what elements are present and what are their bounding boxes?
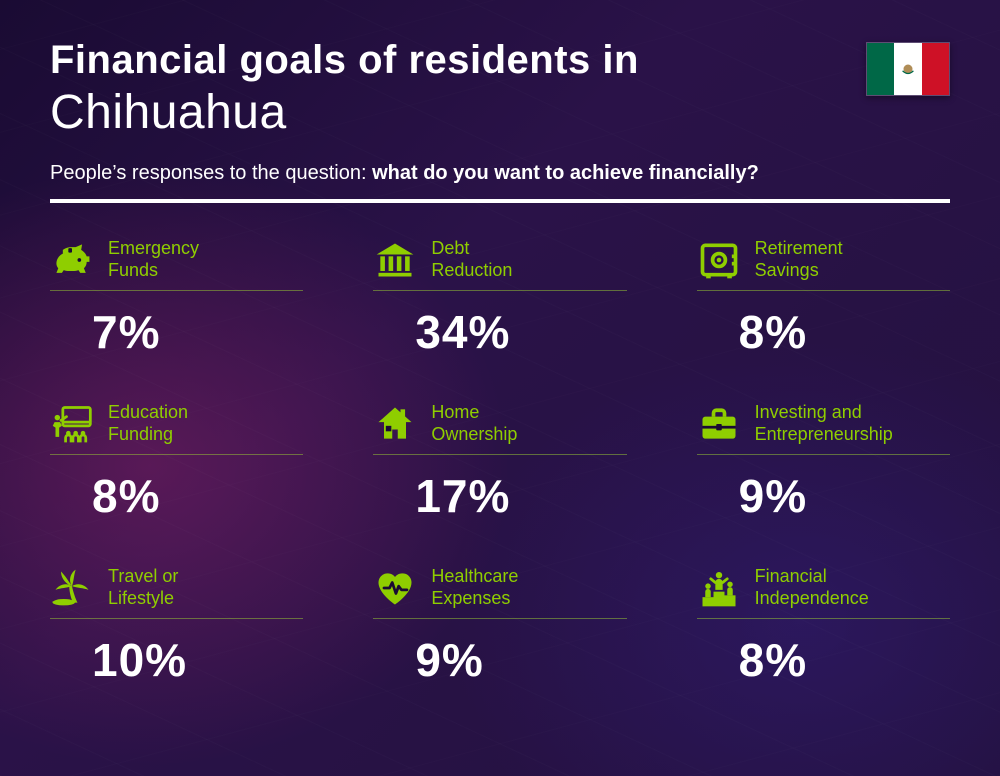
goal-label: HomeOwnership (431, 402, 517, 445)
flag-emblem-icon (899, 60, 917, 78)
heart-pulse-icon (373, 566, 417, 610)
title-line1: Financial goals of residents in (50, 38, 950, 83)
palm-tree-icon (50, 566, 94, 610)
piggy-bank-icon (50, 238, 94, 282)
infographic-canvas: Financial goals of residents in Chihuahu… (0, 0, 1000, 776)
subtitle-bold: what do you want to achieve financially? (372, 162, 759, 184)
goal-item: DebtReduction 34% (373, 237, 626, 359)
goal-label: HealthcareExpenses (431, 566, 518, 609)
house-icon (373, 402, 417, 446)
goal-value: 8% (697, 305, 950, 359)
goal-item: RetirementSavings 8% (697, 237, 950, 359)
goal-item-header: HomeOwnership (373, 401, 626, 455)
goal-item: FinancialIndependence 8% (697, 565, 950, 687)
goal-value: 10% (50, 633, 303, 687)
goal-value: 7% (50, 305, 303, 359)
goal-item: Travel orLifestyle 10% (50, 565, 303, 687)
goal-item-header: DebtReduction (373, 237, 626, 291)
header: Financial goals of residents in Chihuahu… (50, 38, 950, 203)
goal-item: Investing andEntrepreneurship 9% (697, 401, 950, 523)
goal-label: EducationFunding (108, 402, 188, 445)
goal-value: 34% (373, 305, 626, 359)
education-icon (50, 402, 94, 446)
goal-item: HomeOwnership 17% (373, 401, 626, 523)
safe-icon (697, 238, 741, 282)
goal-value: 8% (50, 469, 303, 523)
goal-value: 8% (697, 633, 950, 687)
goal-label: Travel orLifestyle (108, 566, 178, 609)
goal-item-header: EmergencyFunds (50, 237, 303, 291)
goal-label: RetirementSavings (755, 238, 843, 281)
podium-icon (697, 566, 741, 610)
goal-item-header: EducationFunding (50, 401, 303, 455)
goal-item-header: Travel orLifestyle (50, 565, 303, 619)
bank-icon (373, 238, 417, 282)
goal-label: DebtReduction (431, 238, 512, 281)
goal-item: HealthcareExpenses 9% (373, 565, 626, 687)
goal-item-header: Investing andEntrepreneurship (697, 401, 950, 455)
goal-label: EmergencyFunds (108, 238, 199, 281)
flag-mexico (866, 42, 950, 96)
goal-item: EducationFunding 8% (50, 401, 303, 523)
goal-value: 9% (697, 469, 950, 523)
goals-grid: EmergencyFunds 7% DebtReduction 34% Retireme… (50, 237, 950, 687)
goal-item-header: HealthcareExpenses (373, 565, 626, 619)
goal-label: Investing andEntrepreneurship (755, 402, 893, 445)
header-rule (50, 199, 950, 203)
flag-stripe-white (894, 43, 921, 95)
goal-item-header: FinancialIndependence (697, 565, 950, 619)
title-line2: Chihuahua (50, 85, 950, 140)
goal-value: 17% (373, 469, 626, 523)
subtitle-plain: People’s responses to the question: (50, 162, 372, 184)
briefcase-icon (697, 402, 741, 446)
flag-stripe-green (867, 43, 894, 95)
goal-label: FinancialIndependence (755, 566, 869, 609)
goal-value: 9% (373, 633, 626, 687)
goal-item: EmergencyFunds 7% (50, 237, 303, 359)
subtitle: People’s responses to the question: what… (50, 162, 950, 185)
flag-stripe-red (922, 43, 949, 95)
goal-item-header: RetirementSavings (697, 237, 950, 291)
